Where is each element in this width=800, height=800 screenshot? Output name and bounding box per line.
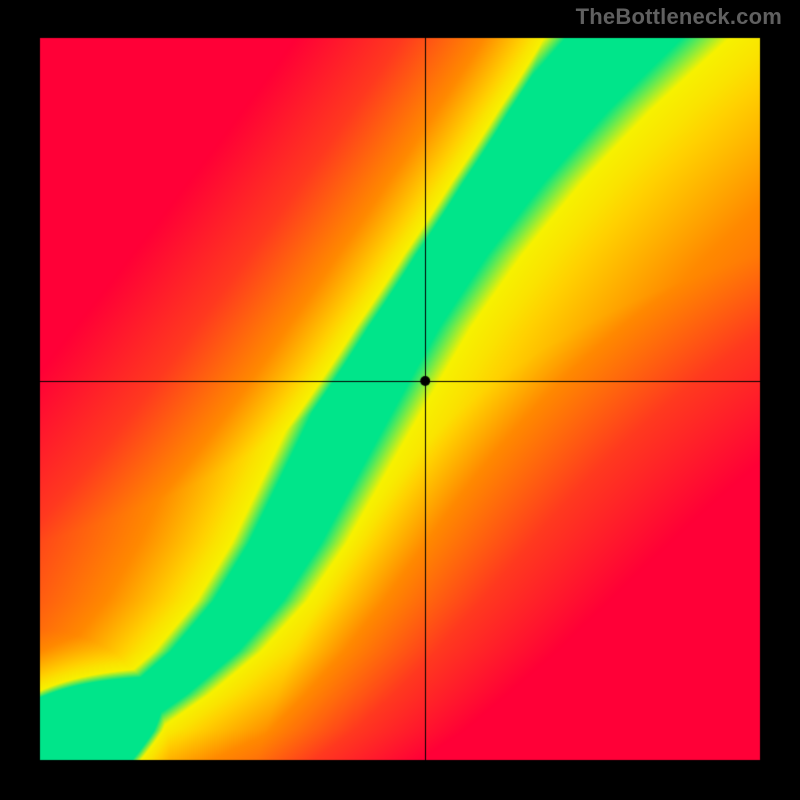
watermark-text: TheBottleneck.com	[576, 4, 782, 30]
heatmap-canvas	[0, 0, 800, 800]
